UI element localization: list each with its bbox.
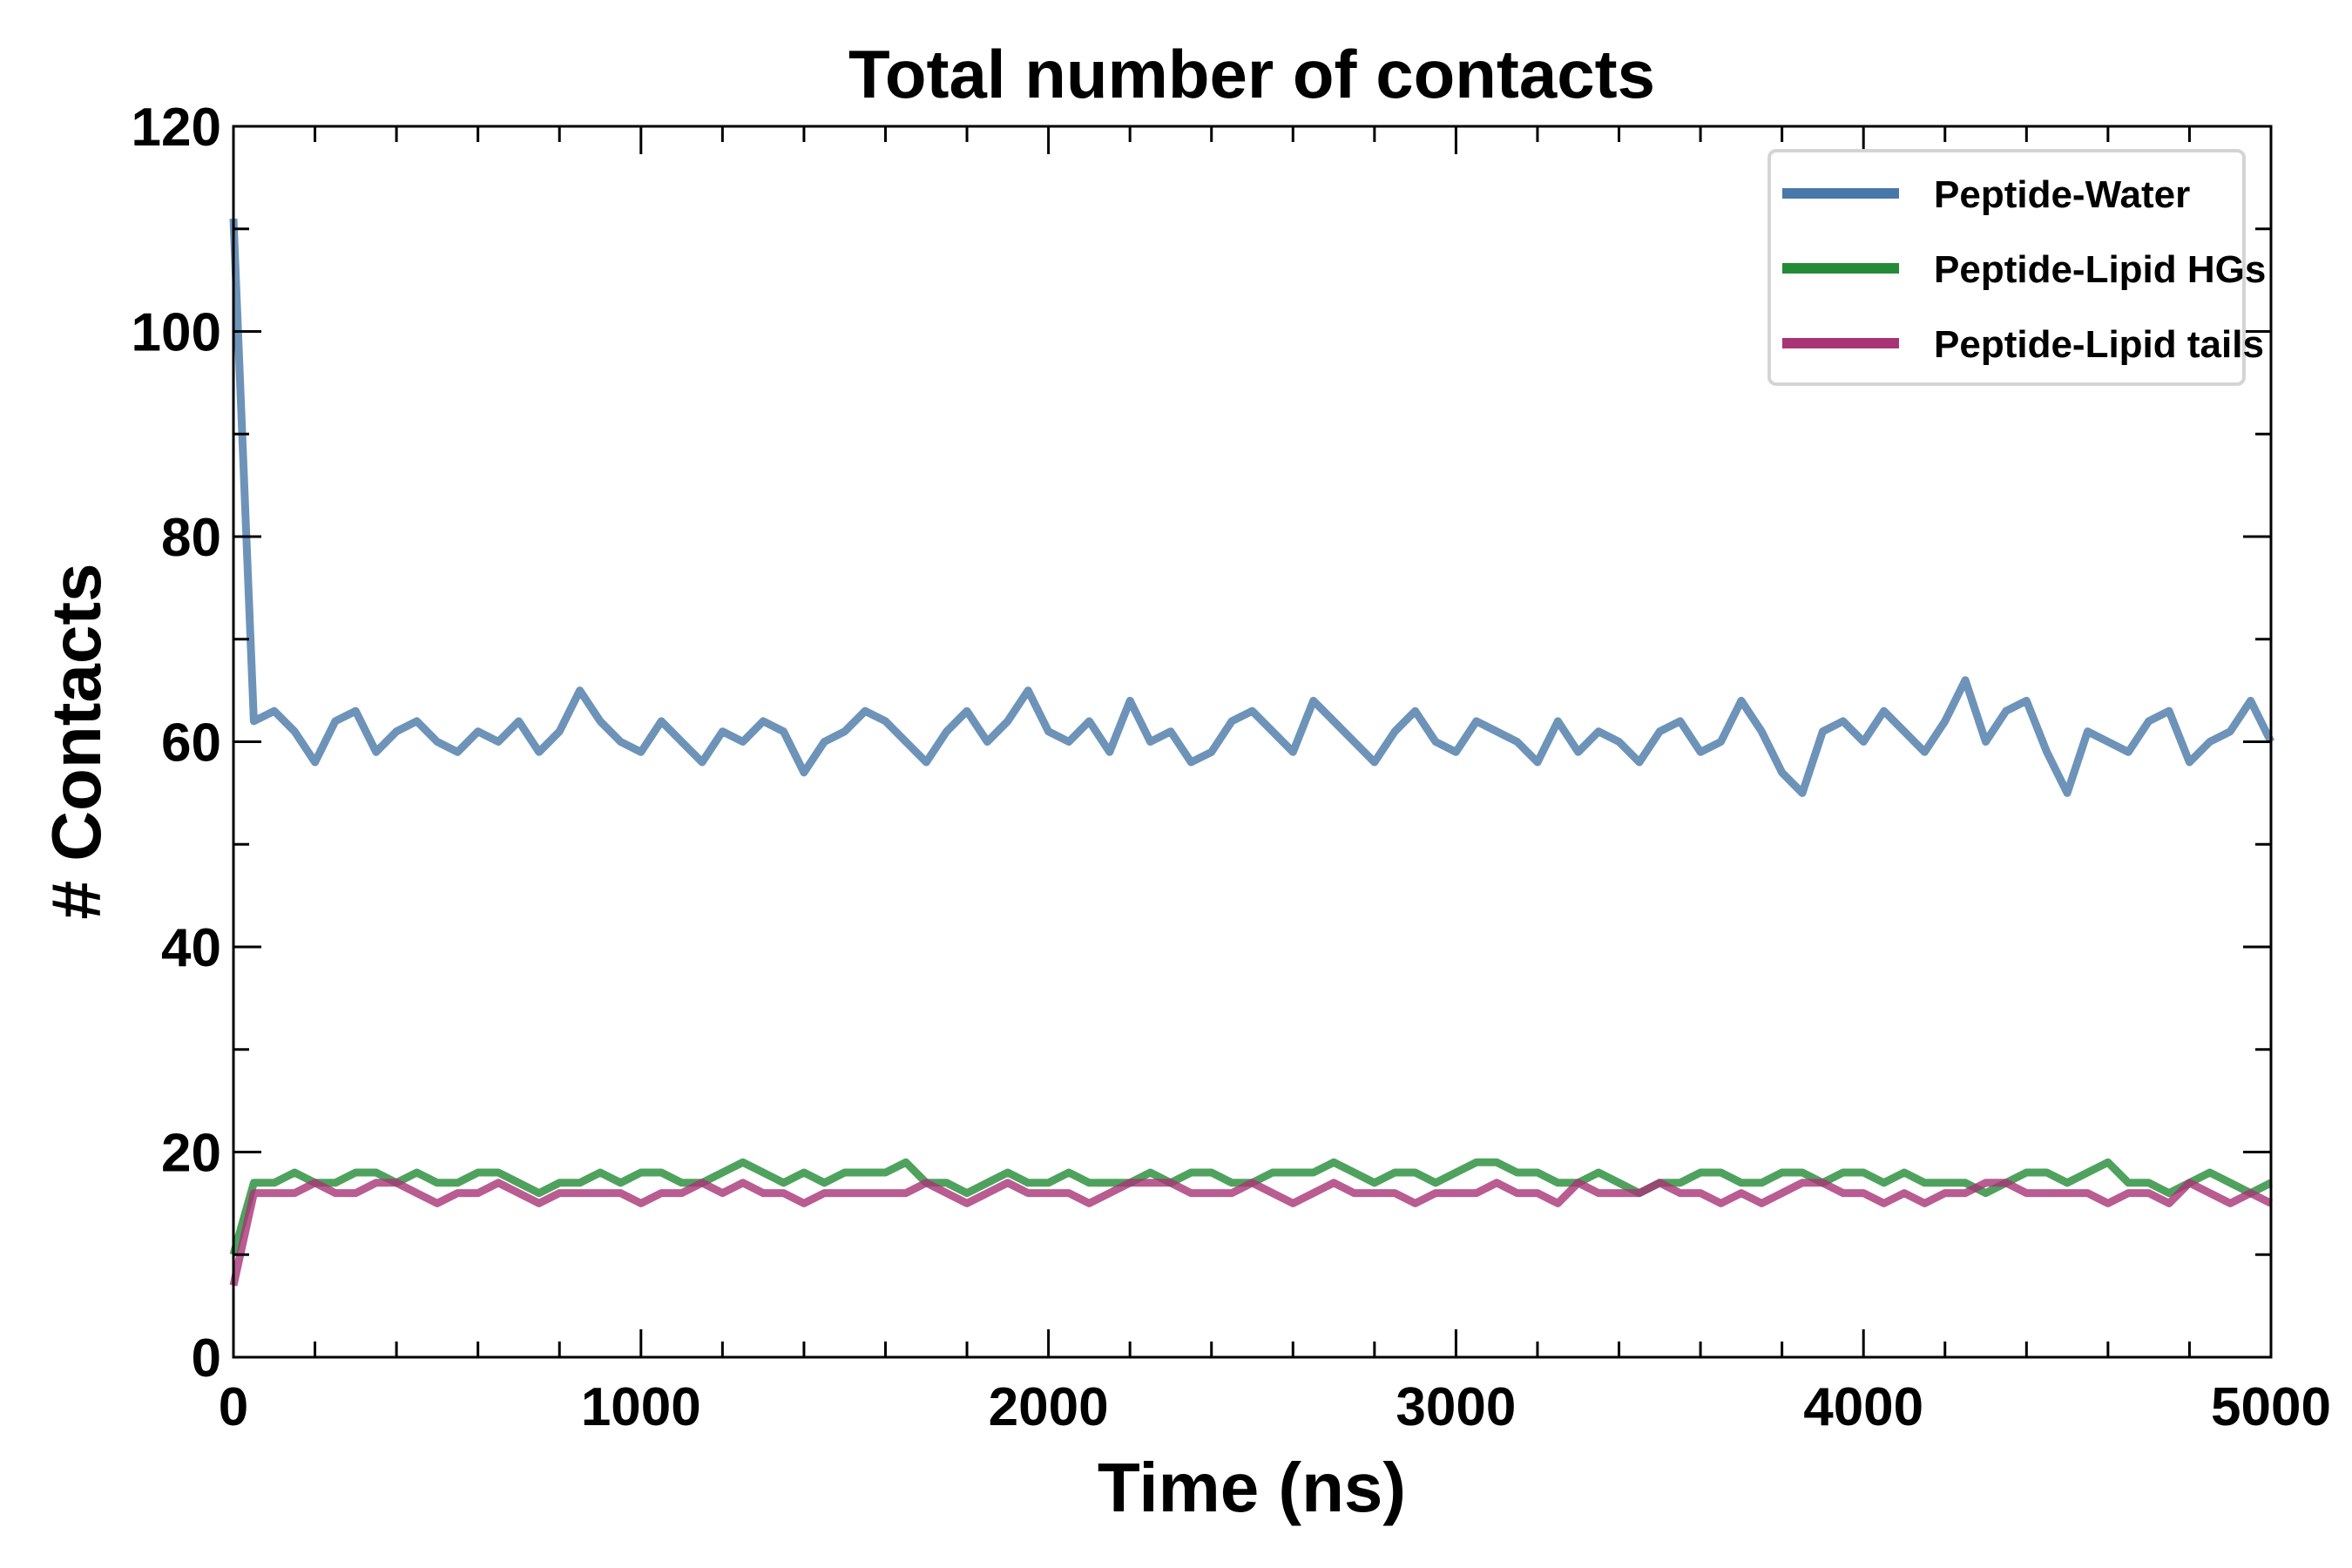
legend-label: Peptide-Lipid tails	[1934, 323, 2264, 366]
y-tick-label: 100	[132, 303, 221, 363]
x-tick-label: 4000	[1803, 1377, 1923, 1437]
y-axis-label: # Contacts	[37, 564, 115, 920]
legend-label: Peptide-Water	[1934, 173, 2190, 216]
y-tick-label: 40	[161, 918, 221, 978]
x-tick-label: 1000	[581, 1377, 701, 1437]
series-layer	[229, 218, 2275, 1287]
y-tick-label: 120	[132, 98, 221, 158]
legend: Peptide-Water Peptide-Lipid HGs Peptide-Li…	[1767, 149, 2266, 386]
y-tick-label: 80	[161, 508, 221, 568]
plot-frame	[232, 125, 2273, 1359]
series-line-peptide-water	[229, 218, 2275, 797]
y-tick-label: 0	[192, 1328, 221, 1389]
y-tick-label: 60	[161, 713, 221, 774]
series-line-peptide-lipid-hgs	[229, 1158, 2274, 1256]
y-tick-label: 20	[161, 1124, 221, 1184]
ticks-layer: 0 1000 2000 3000 4000 5000 0 20 40 60 80 100 120	[132, 98, 2331, 1437]
chart-title: Total number of contacts	[848, 36, 1655, 112]
x-tick-label: 5000	[2211, 1377, 2331, 1437]
x-tick-label: 2000	[989, 1377, 1109, 1437]
legend-box	[1767, 149, 2246, 386]
x-tick-label: 0	[219, 1377, 248, 1437]
series-line-peptide-lipid-tails	[229, 1179, 2274, 1287]
x-axis-label: Time (ns)	[1098, 1449, 1406, 1526]
x-tick-label: 3000	[1396, 1377, 1516, 1437]
legend-label: Peptide-Lipid HGs	[1934, 248, 2266, 291]
